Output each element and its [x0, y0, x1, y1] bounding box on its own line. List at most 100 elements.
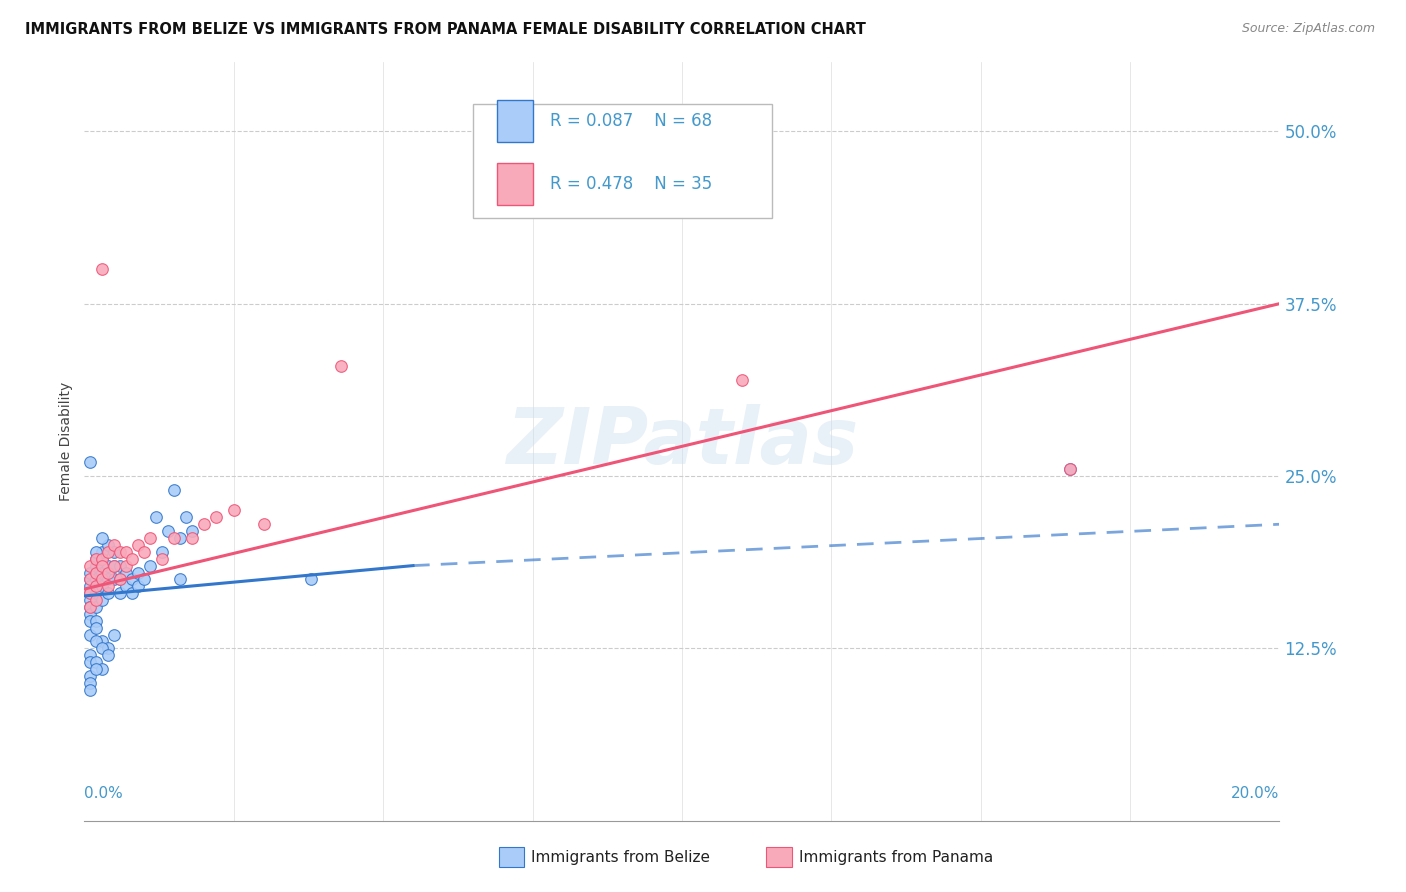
Point — [110, 586, 132, 600]
Point — [79, 573, 101, 587]
Point — [110, 558, 132, 573]
Point — [97, 566, 120, 580]
Point — [97, 579, 120, 593]
Y-axis label: Female Disability: Female Disability — [59, 382, 73, 501]
Point — [91, 662, 114, 676]
Point — [169, 573, 191, 587]
Point — [91, 579, 114, 593]
Point — [121, 551, 143, 566]
Point — [86, 579, 108, 593]
Point — [86, 551, 108, 566]
Text: Source: ZipAtlas.com: Source: ZipAtlas.com — [1241, 22, 1375, 36]
Point — [110, 545, 132, 559]
Point — [103, 558, 125, 573]
Point — [121, 573, 143, 587]
Point — [97, 538, 120, 552]
Point — [169, 531, 191, 545]
Point — [79, 655, 101, 669]
Point — [97, 586, 120, 600]
Point — [127, 566, 149, 580]
Point — [301, 573, 323, 587]
Point — [91, 634, 114, 648]
Point — [205, 510, 228, 524]
Point — [86, 634, 108, 648]
Point — [132, 545, 156, 559]
Point — [79, 607, 101, 621]
Point — [145, 510, 167, 524]
Point — [115, 545, 138, 559]
Point — [91, 593, 114, 607]
Point — [91, 551, 114, 566]
Point — [330, 359, 353, 373]
Point — [86, 558, 108, 573]
Point — [132, 573, 156, 587]
Point — [103, 627, 125, 641]
Point — [121, 586, 143, 600]
Point — [150, 545, 173, 559]
Point — [86, 662, 108, 676]
Point — [222, 503, 245, 517]
Point — [79, 599, 101, 614]
Point — [79, 586, 101, 600]
Point — [193, 517, 215, 532]
Point — [174, 510, 197, 524]
Point — [103, 545, 125, 559]
Point — [91, 545, 114, 559]
Point — [79, 627, 101, 641]
Point — [86, 614, 108, 628]
Point — [115, 558, 138, 573]
Text: 0.0%: 0.0% — [84, 786, 124, 801]
Point — [115, 566, 138, 580]
Point — [157, 524, 180, 538]
Point — [97, 648, 120, 663]
Point — [1059, 462, 1081, 476]
Point — [79, 599, 101, 614]
Point — [139, 531, 162, 545]
Point — [181, 531, 204, 545]
Point — [79, 614, 101, 628]
Point — [97, 641, 120, 656]
Point — [150, 551, 173, 566]
Point — [181, 524, 204, 538]
Point — [91, 566, 114, 580]
Point — [91, 558, 114, 573]
Point — [79, 566, 101, 580]
Point — [79, 558, 101, 573]
Point — [110, 573, 132, 587]
Point — [91, 262, 114, 277]
Point — [115, 579, 138, 593]
Text: Immigrants from Belize: Immigrants from Belize — [531, 850, 710, 864]
Text: IMMIGRANTS FROM BELIZE VS IMMIGRANTS FROM PANAMA FEMALE DISABILITY CORRELATION C: IMMIGRANTS FROM BELIZE VS IMMIGRANTS FRO… — [25, 22, 866, 37]
Point — [253, 517, 276, 532]
Point — [163, 531, 186, 545]
FancyBboxPatch shape — [472, 104, 772, 218]
Point — [86, 586, 108, 600]
Point — [1059, 462, 1081, 476]
Point — [86, 573, 108, 587]
Text: R = 0.478    N = 35: R = 0.478 N = 35 — [551, 175, 713, 194]
Point — [79, 648, 101, 663]
Point — [86, 545, 108, 559]
Point — [91, 641, 114, 656]
Point — [97, 558, 120, 573]
Point — [103, 558, 125, 573]
Point — [86, 566, 108, 580]
Point — [97, 573, 120, 587]
Point — [731, 372, 754, 386]
Point — [110, 573, 132, 587]
Point — [79, 573, 101, 587]
Point — [91, 551, 114, 566]
Point — [86, 593, 108, 607]
Point — [79, 455, 101, 469]
Point — [103, 538, 125, 552]
Point — [163, 483, 186, 497]
Point — [91, 531, 114, 545]
Point — [86, 655, 108, 669]
Point — [79, 579, 101, 593]
Point — [79, 675, 101, 690]
Point — [86, 551, 108, 566]
Point — [86, 599, 108, 614]
Point — [79, 669, 101, 683]
Point — [79, 586, 101, 600]
FancyBboxPatch shape — [496, 100, 533, 142]
